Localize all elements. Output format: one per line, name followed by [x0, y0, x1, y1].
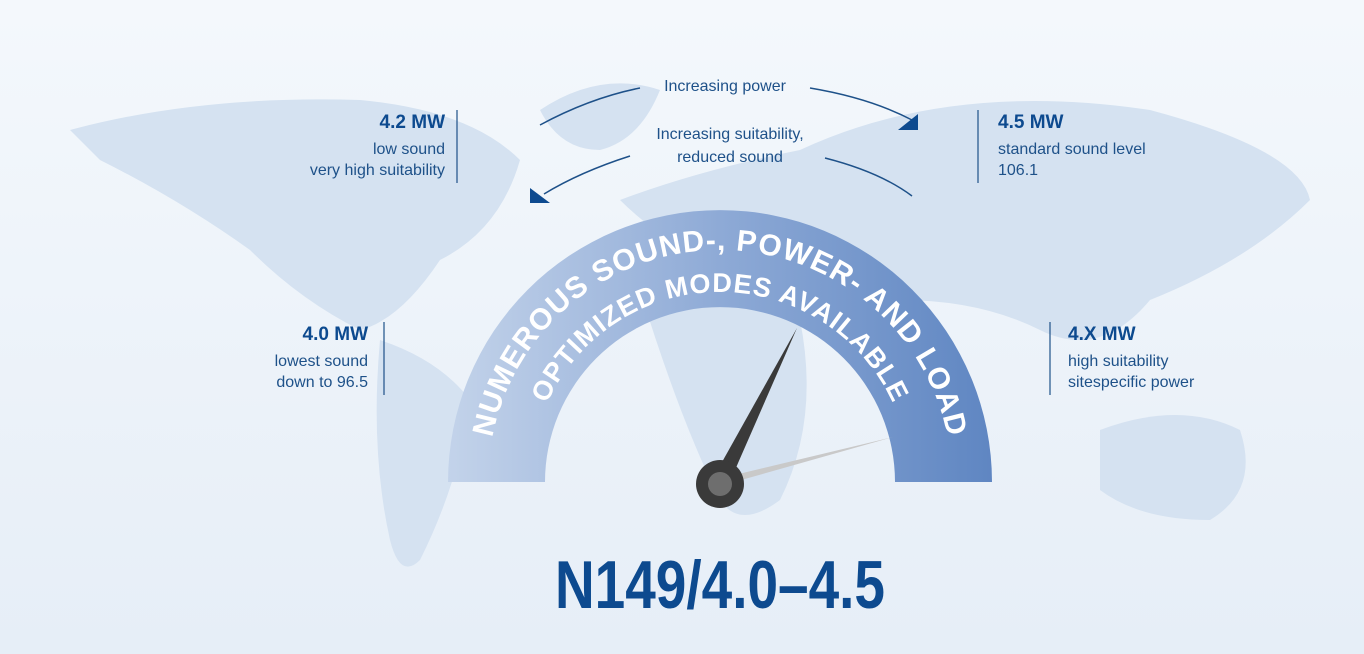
- mode-text: sitespecific power: [1068, 374, 1195, 391]
- mode-power: 4.X MW: [1068, 324, 1136, 345]
- modes: 4.2 MW low sound very high suitability 4.5 …: [275, 110, 1195, 395]
- title: N149/4.0–4.5: [555, 547, 885, 623]
- arrows: [539, 87, 913, 197]
- mode-text: very high suitability: [310, 162, 445, 179]
- arrow-label: Increasing suitability,: [656, 126, 803, 143]
- arrowhead: [898, 114, 918, 130]
- mode-text: 106.1: [998, 162, 1038, 179]
- mode-text: low sound: [373, 141, 445, 158]
- world-map: [70, 83, 1310, 567]
- mode-power: 4.0 MW: [303, 324, 369, 345]
- arrow-label: Increasing power: [664, 78, 787, 95]
- needle-light: [720, 437, 893, 486]
- needle: [712, 328, 797, 486]
- mode-power: 4.5 MW: [998, 112, 1064, 133]
- pivot-center: [708, 472, 732, 496]
- arrowhead: [530, 188, 550, 203]
- mode-text: lowest sound: [275, 353, 368, 370]
- mode-power: 4.2 MW: [380, 112, 446, 133]
- mode-text: down to 96.5: [276, 374, 368, 391]
- mode-text: high suitability: [1068, 353, 1169, 370]
- arrow-label: reduced sound: [677, 149, 783, 166]
- gauge: [448, 210, 992, 482]
- mode-text: standard sound level: [998, 141, 1146, 158]
